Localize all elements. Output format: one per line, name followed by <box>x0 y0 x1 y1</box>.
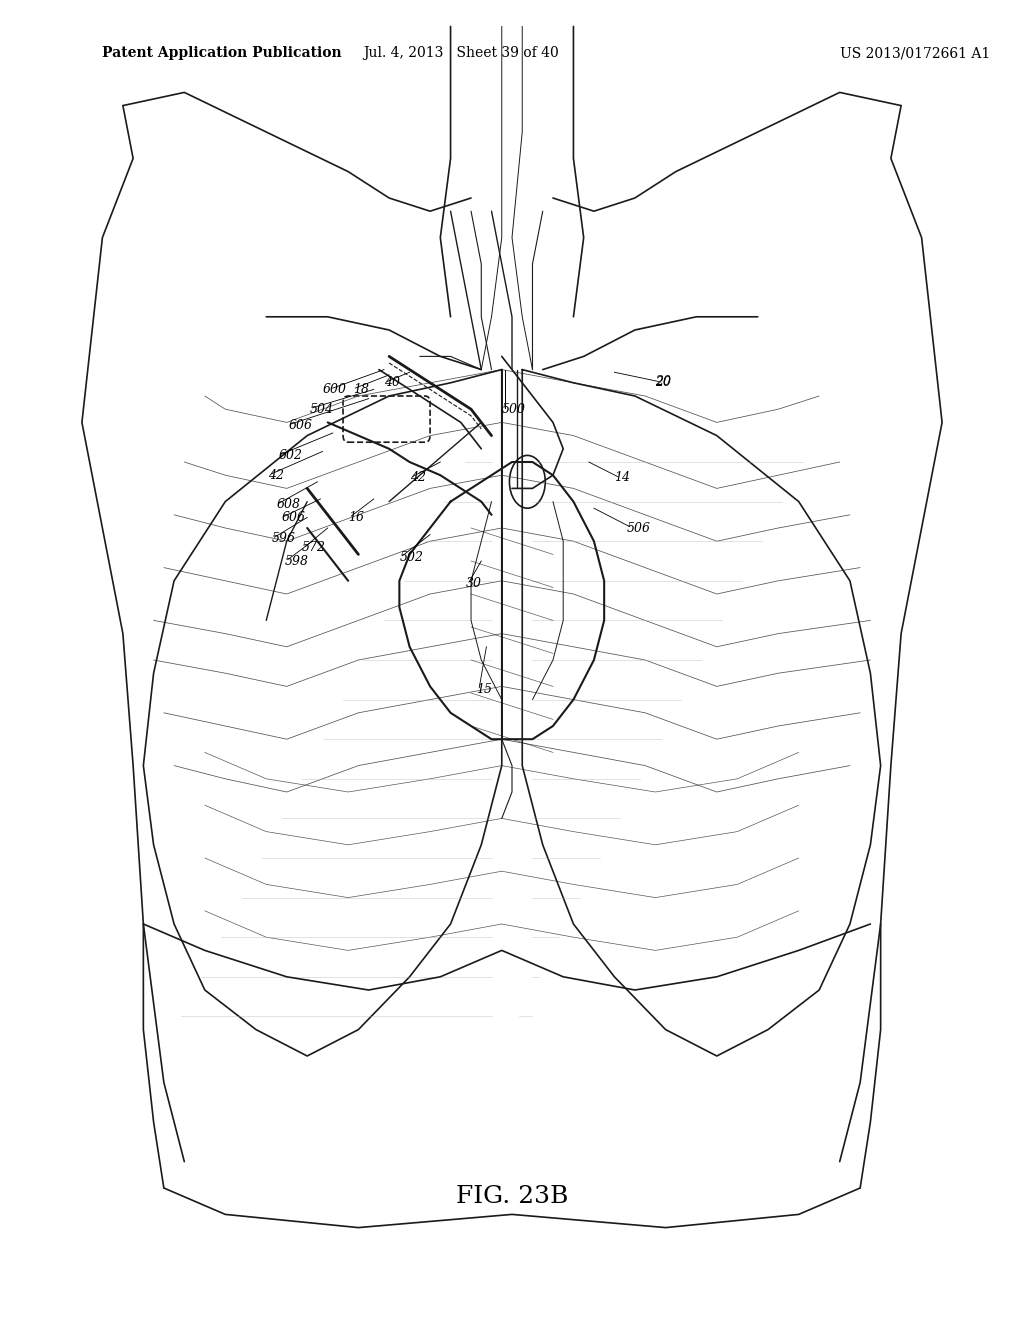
Text: 500: 500 <box>502 403 525 416</box>
Text: 598: 598 <box>285 554 308 568</box>
Text: 502: 502 <box>399 550 423 564</box>
Text: 42: 42 <box>268 469 285 482</box>
Text: 572: 572 <box>302 541 326 554</box>
Text: 20: 20 <box>655 376 672 389</box>
Text: 606: 606 <box>289 418 312 432</box>
Text: 16: 16 <box>348 511 365 524</box>
Text: 30: 30 <box>466 577 482 590</box>
Text: 14: 14 <box>614 471 631 484</box>
Text: 15: 15 <box>476 682 493 696</box>
Text: 608: 608 <box>276 498 300 511</box>
Text: Jul. 4, 2013   Sheet 39 of 40: Jul. 4, 2013 Sheet 39 of 40 <box>362 46 559 61</box>
Text: 606: 606 <box>282 511 305 524</box>
Text: FIG. 23B: FIG. 23B <box>456 1185 568 1208</box>
Text: 18: 18 <box>353 383 370 396</box>
Text: US 2013/0172661 A1: US 2013/0172661 A1 <box>840 46 990 61</box>
Text: 506: 506 <box>627 521 650 535</box>
Text: 504: 504 <box>309 403 333 416</box>
Text: 596: 596 <box>271 532 295 545</box>
Text: 600: 600 <box>323 383 346 396</box>
Text: 42: 42 <box>410 471 426 484</box>
Text: 602: 602 <box>279 449 302 462</box>
Text: Patent Application Publication: Patent Application Publication <box>102 46 342 61</box>
Text: 20: 20 <box>655 375 672 388</box>
Text: 40: 40 <box>384 376 400 389</box>
